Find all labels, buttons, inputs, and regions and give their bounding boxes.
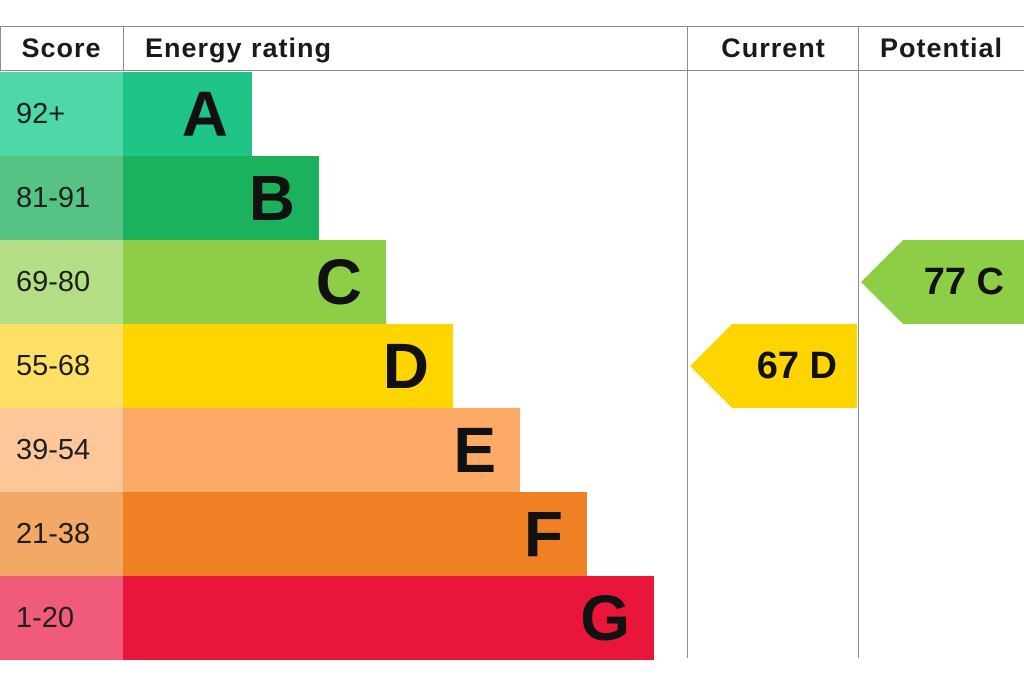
- band-letter-g: G: [580, 582, 630, 654]
- band-letter-d: D: [382, 330, 429, 402]
- frame-top-border: [0, 26, 1024, 27]
- current-rating-label: 67 D: [756, 345, 837, 387]
- current-arrow-shape: [690, 324, 857, 408]
- current-header: Current: [721, 33, 826, 63]
- band-bar-c: C: [123, 240, 386, 324]
- band-bar-b: B: [123, 156, 319, 240]
- frame-left-border: [0, 26, 1, 70]
- score-column-divider: [123, 26, 124, 70]
- band-score-b: 81-91: [0, 156, 123, 240]
- band-score-c: 69-80: [0, 240, 123, 324]
- band-score-f: 21-38: [0, 492, 123, 576]
- potential-rating-label: 77 C: [923, 261, 1004, 303]
- current-column-divider: [687, 26, 688, 658]
- potential-arrow-shape: [861, 240, 1024, 324]
- band-letter-a: A: [181, 78, 228, 150]
- potential-rating-arrow: 77 C: [861, 240, 1024, 324]
- energy-rating-chart: Score Energy rating Current Potential 92…: [0, 26, 1024, 660]
- band-letter-f: F: [523, 498, 563, 570]
- energy-rating-header: Energy rating: [145, 33, 333, 63]
- band-bar-a: A: [123, 72, 252, 156]
- band-bar-d: D: [123, 324, 453, 408]
- band-score-g: 1-20: [0, 576, 123, 660]
- score-header: Score: [21, 33, 102, 63]
- band-bar-g: G: [123, 576, 654, 660]
- band-bar-e: E: [123, 408, 520, 492]
- band-letter-e: E: [453, 414, 496, 486]
- potential-header: Potential: [879, 33, 1003, 63]
- band-bar-f: F: [123, 492, 587, 576]
- band-score-a: 92+: [0, 72, 123, 156]
- current-rating-arrow: 67 D: [690, 324, 857, 408]
- current-arrow-fill: [690, 324, 857, 408]
- potential-column-divider: [858, 26, 859, 658]
- header-divider: [0, 70, 1024, 71]
- potential-arrow-fill: [861, 240, 1024, 324]
- band-score-d: 55-68: [0, 324, 123, 408]
- band-letter-b: B: [248, 162, 295, 234]
- band-letter-c: C: [315, 246, 362, 318]
- band-score-e: 39-54: [0, 408, 123, 492]
